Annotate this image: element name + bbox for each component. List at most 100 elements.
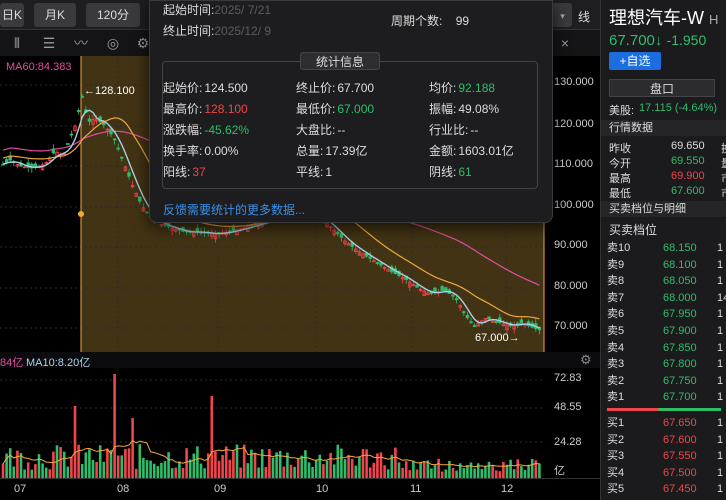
volume-bar	[509, 459, 512, 478]
volume-bar	[358, 456, 361, 478]
ask-row[interactable]: 卖2 67.750 1	[601, 373, 726, 390]
volume-bar	[8, 448, 12, 478]
volume-bar	[394, 447, 397, 478]
stats-title: 统计信息	[300, 52, 380, 70]
volume-bar	[34, 464, 37, 478]
list-icon[interactable]: ☰	[42, 35, 56, 51]
bid-row[interactable]: 买2 67.600 1	[601, 432, 726, 449]
ask-row[interactable]: 卖4 67.850 1	[601, 340, 726, 357]
candle-body	[336, 231, 340, 235]
volume-bar	[127, 448, 131, 478]
volume-bar	[538, 463, 541, 478]
volume-bar	[70, 456, 73, 478]
selection-handle	[78, 211, 84, 217]
candle-body	[4, 159, 9, 163]
volume-bar	[365, 449, 368, 478]
volume-bar	[12, 466, 16, 478]
volume-bar	[329, 452, 332, 478]
feedback-link[interactable]: 反馈需要统计的更多数据...	[163, 203, 306, 217]
cycle-icon[interactable]: ◎	[106, 35, 120, 51]
candle-body	[325, 223, 329, 228]
quote-row: 最高 69.900 市	[609, 170, 726, 185]
candle-body	[332, 229, 336, 236]
volume-bar	[260, 449, 264, 478]
level-size: 1	[717, 275, 724, 288]
wave-icon[interactable]: 〰	[74, 35, 88, 51]
volume-bar	[109, 450, 113, 478]
tab-120min[interactable]: 120分	[86, 3, 140, 27]
volume-chart[interactable]	[0, 368, 548, 478]
volume-bar	[268, 448, 271, 478]
bars-icon[interactable]: ⫴	[14, 35, 20, 51]
volume-bar	[354, 465, 358, 478]
ask-row[interactable]: 卖5 67.900 1	[601, 323, 726, 340]
candle-body	[375, 262, 380, 264]
ask-row[interactable]: 卖8 68.050 1	[601, 273, 726, 290]
level-price: 68.000	[663, 291, 697, 304]
stat-label: 最低价:	[296, 102, 336, 116]
volume-bar	[16, 450, 19, 478]
volume-bar	[134, 468, 138, 478]
volume-bar	[498, 471, 502, 478]
quote-extra-label: 量	[721, 155, 726, 171]
candle-body	[454, 298, 459, 301]
tab-day-k[interactable]: 日K	[0, 3, 24, 27]
bid-row[interactable]: 买4 67.500 1	[601, 465, 726, 482]
volume-bar	[185, 448, 188, 478]
volume-bar	[412, 460, 415, 478]
stat-item: 总量: 17.39亿	[296, 142, 367, 159]
level-label: 卖3	[607, 358, 625, 371]
bid-row[interactable]: 买3 67.550 1	[601, 448, 726, 465]
volume-bar	[73, 406, 77, 478]
volume-bar	[98, 445, 102, 478]
ask-row[interactable]: 卖3 67.800 1	[601, 356, 726, 373]
min-price-annotation: 67.000→	[475, 332, 520, 344]
volume-bar	[361, 449, 365, 478]
candle-body	[141, 207, 146, 212]
volume-bar	[199, 463, 203, 478]
level-size: 1	[717, 450, 724, 463]
tab-orderbook[interactable]: 盘口	[609, 79, 715, 97]
ask-row[interactable]: 卖9 68.100 1	[601, 257, 726, 274]
volume-bar	[163, 461, 167, 478]
ask-row[interactable]: 卖10 68.150 1	[601, 240, 726, 257]
volume-bar	[95, 461, 98, 478]
bid-row[interactable]: 买1 67.650 1	[601, 415, 726, 432]
volume-bar	[527, 464, 530, 478]
stat-value: 124.500	[204, 81, 248, 95]
quote-row: 今开 69.550 量	[609, 155, 726, 171]
volume-bar	[383, 465, 386, 478]
more-dropdown[interactable]	[550, 3, 572, 27]
settings-icon[interactable]: ⚙	[136, 35, 150, 51]
volume-bar	[404, 461, 408, 478]
depth-section-header[interactable]: 买卖档位与明细	[601, 201, 726, 217]
volume-bar	[120, 455, 124, 478]
volume-bar	[390, 454, 394, 478]
volume-bar	[466, 465, 469, 478]
ask-row[interactable]: 卖6 67.950 1	[601, 306, 726, 323]
level-size: 1	[717, 483, 724, 496]
price-tick: 130.000	[554, 76, 594, 88]
ask-row[interactable]: 卖1 67.700 1	[601, 389, 726, 406]
volume-settings-icon[interactable]: ⚙	[580, 352, 592, 367]
volume-bar	[19, 452, 23, 478]
stat-label: 阳线:	[163, 165, 191, 179]
volume-bar	[156, 466, 160, 478]
add-watchlist-button[interactable]: +自选	[609, 52, 661, 70]
volume-bar	[480, 469, 484, 478]
end-time-value: 2025/12/ 9	[214, 24, 272, 38]
ask-row[interactable]: 卖7 68.000 14	[601, 290, 726, 307]
stat-item: 涨跌幅: -45.62%	[163, 121, 249, 138]
close-icon[interactable]: ×	[560, 35, 570, 51]
volume-bar	[257, 467, 260, 478]
candle-body	[235, 229, 239, 236]
stat-value: 49.08%	[458, 102, 500, 116]
tab-month-k[interactable]: 月K	[34, 3, 76, 27]
candle-body	[73, 125, 77, 131]
candle-body	[372, 260, 376, 263]
line-toggle[interactable]: 线	[578, 10, 591, 24]
bid-row[interactable]: 买5 67.450 1	[601, 481, 726, 498]
volume-bar	[487, 461, 491, 478]
period-count-label: 周期个数:	[391, 14, 443, 28]
last-price: 67.700↓ -1.950	[609, 32, 707, 49]
